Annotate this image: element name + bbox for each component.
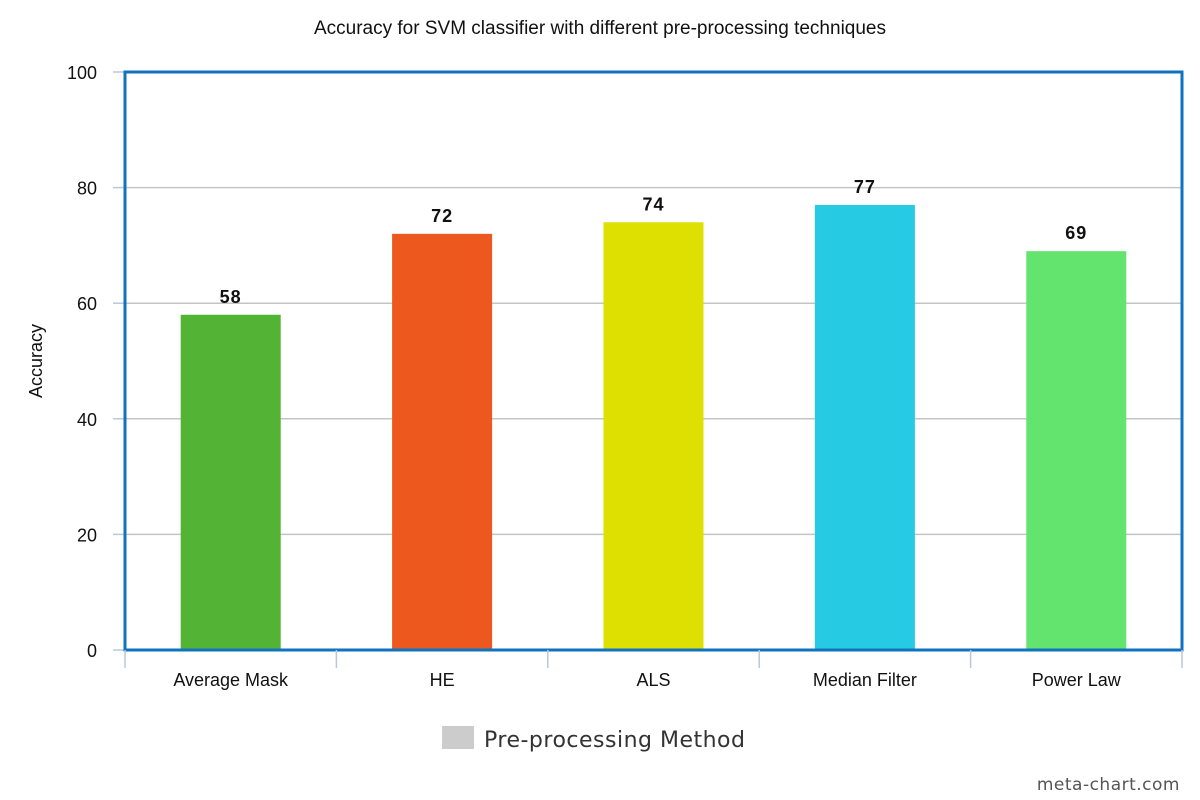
x-category-label: ALS — [636, 670, 670, 690]
data-label: 74 — [642, 194, 664, 214]
credit-text: meta-chart.com — [1037, 775, 1180, 795]
y-tick-label: 80 — [77, 179, 97, 199]
bar — [603, 222, 704, 650]
y-axis-ticks: 0 20 40 60 80 100 — [67, 63, 125, 661]
x-axis-categories: Average Mask HE ALS Median Filter Power Law — [173, 670, 1121, 690]
x-category-label: Median Filter — [813, 670, 917, 690]
y-tick-label: 60 — [77, 294, 97, 314]
data-label: 77 — [854, 177, 876, 197]
bar — [180, 314, 281, 650]
y-axis-label: Accuracy — [26, 324, 46, 398]
chart-title: Accuracy for SVM classifier with differe… — [314, 18, 886, 39]
bar — [1026, 251, 1127, 650]
bars — [180, 204, 1127, 650]
x-category-label: Power Law — [1032, 670, 1122, 690]
legend-swatch — [442, 726, 474, 749]
x-axis-ticks — [124, 650, 1183, 668]
y-tick-label: 20 — [77, 525, 97, 545]
y-tick-label: 0 — [87, 641, 97, 661]
data-label: 58 — [220, 287, 242, 307]
x-category-label: Average Mask — [173, 670, 289, 690]
bar — [392, 233, 493, 650]
y-tick-label: 40 — [77, 410, 97, 430]
data-label: 72 — [431, 206, 453, 226]
x-category-label: HE — [430, 670, 455, 690]
y-tick-label: 100 — [67, 63, 97, 83]
bar — [814, 204, 915, 650]
data-labels: 58 72 74 77 69 — [220, 177, 1087, 307]
plot-frame — [123, 70, 1184, 652]
data-label: 69 — [1065, 223, 1087, 243]
legend-label: Pre-processing Method — [484, 728, 745, 753]
legend: Pre-processing Method — [442, 726, 745, 753]
